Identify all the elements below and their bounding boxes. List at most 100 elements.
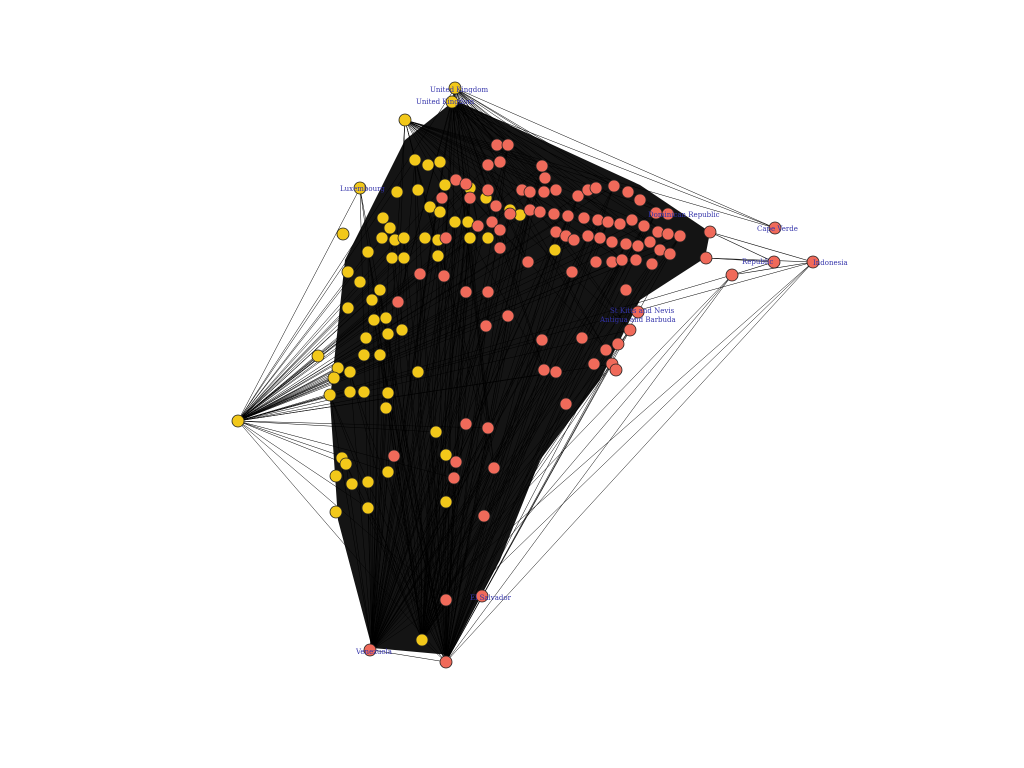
node-red — [631, 239, 645, 253]
node-label-venezuela: Venezuela — [355, 648, 392, 656]
edge — [705, 257, 814, 263]
node-label-el-salvador: El Salvador — [470, 594, 512, 602]
node-red — [549, 365, 563, 379]
node-red — [459, 285, 473, 299]
edge — [709, 231, 814, 263]
node-red — [479, 319, 493, 333]
edge — [731, 261, 775, 276]
node-yellow — [345, 477, 359, 491]
node-red — [645, 257, 659, 271]
node-yellow — [448, 215, 462, 229]
label-layer: United Kingdom United Kingdom Luxembourg… — [340, 86, 848, 656]
node-yellow — [367, 313, 381, 327]
node-yellow — [353, 181, 367, 195]
node-yellow — [421, 158, 435, 172]
node-red — [481, 285, 495, 299]
node-yellow — [383, 221, 397, 235]
node-yellow — [373, 348, 387, 362]
node-red — [437, 269, 451, 283]
node-red — [587, 357, 601, 371]
node-yellow — [323, 388, 337, 402]
node-layer — [231, 81, 820, 669]
node-red — [439, 593, 453, 607]
node-red — [703, 225, 717, 239]
edge — [371, 649, 447, 663]
node-red — [521, 255, 535, 269]
node-red — [589, 255, 603, 269]
node-red — [607, 179, 621, 193]
node-red — [661, 227, 675, 241]
node-red — [475, 589, 489, 603]
node-red — [623, 323, 637, 337]
node-yellow — [353, 275, 367, 289]
node-red — [449, 455, 463, 469]
node-yellow — [481, 231, 495, 245]
node-red — [613, 217, 627, 231]
node-red — [537, 363, 551, 377]
node-yellow — [397, 231, 411, 245]
node-label-uk2: United Kingdom — [416, 98, 474, 106]
node-red — [435, 191, 449, 205]
node-yellow — [311, 349, 325, 363]
node-red — [699, 251, 713, 265]
node-red — [577, 211, 591, 225]
node-red — [493, 223, 507, 237]
node-red — [481, 421, 495, 435]
node-red — [471, 219, 485, 233]
node-red — [501, 309, 515, 323]
node-yellow — [359, 331, 373, 345]
node-label-luxembourg: Luxembourg — [340, 185, 385, 193]
node-red — [619, 237, 633, 251]
edge — [445, 261, 814, 663]
edge — [237, 420, 347, 465]
node-red — [493, 155, 507, 169]
node-label-uk: United Kingdom — [430, 86, 488, 94]
node-yellow — [429, 425, 443, 439]
node-yellow — [433, 155, 447, 169]
node-yellow — [357, 385, 371, 399]
edge — [709, 231, 775, 263]
node-yellow — [463, 231, 477, 245]
node-red — [605, 235, 619, 249]
node-red — [611, 337, 625, 351]
node-red — [559, 397, 573, 411]
node-yellow — [381, 465, 395, 479]
node-yellow — [329, 469, 343, 483]
edge — [454, 87, 776, 229]
node-red — [806, 255, 820, 269]
node-yellow — [361, 245, 375, 259]
node-red — [767, 255, 781, 269]
node-yellow — [361, 501, 375, 515]
node-red — [537, 185, 551, 199]
node-red — [503, 207, 517, 221]
node-yellow — [445, 95, 459, 109]
node-red — [615, 253, 629, 267]
node-red — [599, 343, 613, 357]
node-yellow — [327, 371, 341, 385]
node-red — [439, 655, 453, 669]
edge — [445, 363, 613, 663]
node-red — [621, 185, 635, 199]
node-yellow — [381, 386, 395, 400]
node-yellow — [411, 365, 425, 379]
node-red — [575, 331, 589, 345]
node-label-antigua: Antigua and Barbuda — [599, 316, 676, 324]
node-yellow — [439, 495, 453, 509]
node-yellow — [385, 251, 399, 265]
node-yellow — [398, 113, 412, 127]
node-yellow — [373, 283, 387, 297]
node-red — [629, 253, 643, 267]
node-yellow — [448, 81, 462, 95]
node-yellow — [339, 457, 353, 471]
node-red — [571, 189, 585, 203]
node-red — [439, 231, 453, 245]
node-yellow — [361, 475, 375, 489]
node-red — [561, 209, 575, 223]
node-red — [363, 643, 377, 657]
node-yellow — [395, 323, 409, 337]
node-red — [631, 305, 645, 319]
node-yellow — [376, 211, 390, 225]
node-yellow — [433, 205, 447, 219]
node-red — [413, 267, 427, 281]
